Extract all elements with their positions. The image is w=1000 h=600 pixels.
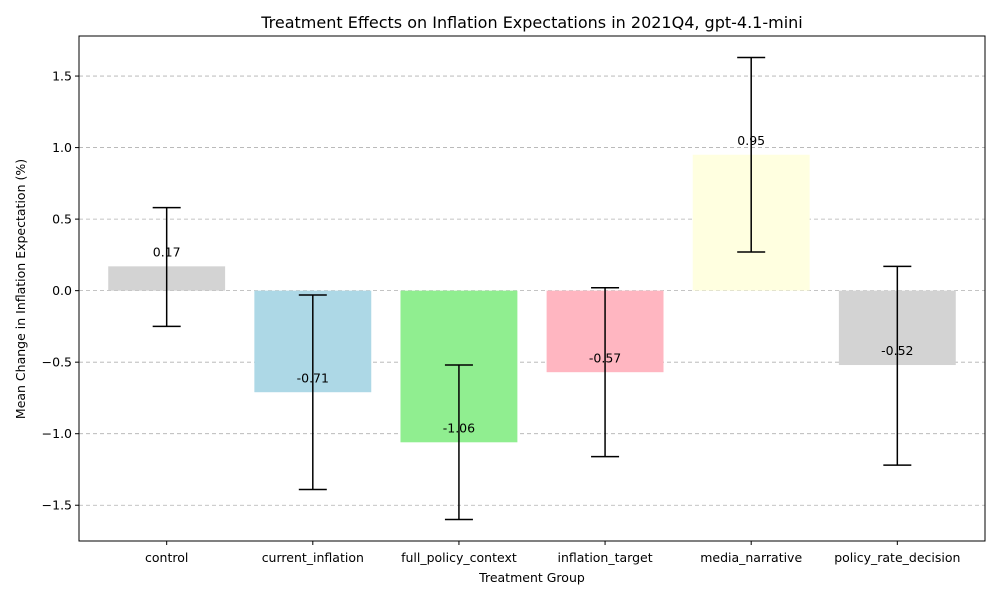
grid-lines xyxy=(79,75,985,506)
data-label: -0.57 xyxy=(589,350,621,365)
x-tick-label: policy_rate_decision xyxy=(834,550,960,565)
y-tick-label: 1.0 xyxy=(52,140,72,155)
x-axis-label: Treatment Group xyxy=(478,570,585,585)
chart-title: Treatment Effects on Inflation Expectati… xyxy=(260,13,803,32)
y-ticks: −1.5 −1.0 −0.5 0.0 0.5 1.0 1.5 xyxy=(42,69,79,513)
y-tick-label: 0.5 xyxy=(52,212,72,227)
x-ticks: control current_inflation full_policy_cont… xyxy=(145,541,960,565)
data-label: -0.52 xyxy=(881,343,913,358)
error-bars xyxy=(152,56,912,521)
y-axis-label: Mean Change in Inflation Expectation (%) xyxy=(13,159,28,419)
x-tick-label: media_narrative xyxy=(700,550,802,565)
x-tick-label: full_policy_context xyxy=(401,550,517,565)
x-tick-label: control xyxy=(145,550,188,565)
x-tick-label: current_inflation xyxy=(262,550,364,565)
data-label: -1.06 xyxy=(443,420,475,435)
y-tick-label: −0.5 xyxy=(42,355,72,370)
bars xyxy=(108,154,956,443)
plot-frame xyxy=(78,35,986,542)
data-label: 0.17 xyxy=(153,245,181,260)
y-tick-label: −1.0 xyxy=(42,426,72,441)
data-label: 0.95 xyxy=(737,133,765,148)
y-tick-label: −1.5 xyxy=(42,498,72,513)
data-label: -0.71 xyxy=(297,370,329,385)
y-tick-label: 0.0 xyxy=(52,283,72,298)
x-tick-label: inflation_target xyxy=(557,550,652,565)
y-tick-label: 1.5 xyxy=(52,69,72,84)
data-labels: 0.17 -0.71 -1.06 -0.57 0.95 -0.52 xyxy=(153,133,914,436)
